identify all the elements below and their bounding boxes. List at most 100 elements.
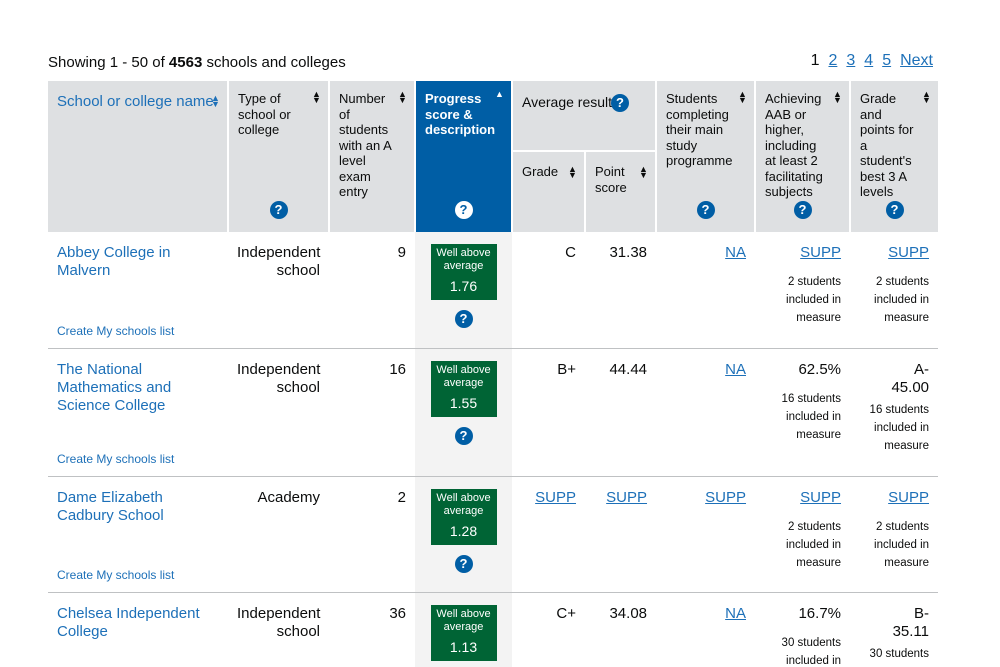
column-header-type-label: Type of school or college xyxy=(238,91,291,137)
column-header-type[interactable]: Type of school or college ▲ ▼? xyxy=(228,81,330,232)
progress-badge-value: 1.76 xyxy=(449,278,478,294)
progress-badge-label: Well above average xyxy=(436,491,491,517)
school-link[interactable]: Chelsea Independent College xyxy=(57,604,200,640)
school-link[interactable]: Dame Elizabeth Cadbury School xyxy=(57,488,164,524)
help-icon[interactable]: ? xyxy=(454,310,473,328)
sort-ascending-icon[interactable]: ▲ xyxy=(495,91,503,97)
best-note: 2 students included in measure xyxy=(859,273,929,327)
sort-icon[interactable]: ▲ ▼ xyxy=(833,91,842,103)
column-header-number-label: Number of students with an A level exam … xyxy=(339,91,392,199)
point-link[interactable]: SUPP xyxy=(606,488,648,506)
create-my-schools-list-link[interactable]: Create My schools list xyxy=(57,451,175,466)
summary-prefix: Showing 1 - 50 of xyxy=(48,54,169,71)
column-header-progress-label: Progress score & description xyxy=(425,91,496,137)
best-note: 16 students included in measure xyxy=(859,401,929,455)
column-header-point[interactable]: Point score ▲ ▼ xyxy=(585,150,658,232)
column-header-number[interactable]: Number of students with an A level exam … xyxy=(329,81,416,232)
aab-cell: SUPP 2 students included in measure xyxy=(755,476,851,593)
sort-icon[interactable]: ▲ ▼ xyxy=(312,91,320,103)
sort-icon[interactable]: ▲ ▼ xyxy=(922,91,931,103)
study-link[interactable]: NA xyxy=(725,360,747,378)
progress-badge: Well above average 1.28 xyxy=(430,488,497,545)
column-header-grade[interactable]: Grade ▲ ▼ xyxy=(512,150,586,232)
results-table: School or college name ▲ ▼ Type of school … xyxy=(48,81,939,667)
help-icon[interactable]: ? xyxy=(696,201,715,219)
progress-badge-value: 1.13 xyxy=(449,638,478,655)
study-link[interactable]: NA xyxy=(725,604,747,622)
progress-cell: Well above average 1.55? xyxy=(415,348,512,477)
study-link[interactable]: SUPP xyxy=(705,488,747,506)
aab-note: 2 students included in measure xyxy=(764,273,841,327)
study-cell: SUPP xyxy=(656,476,756,593)
school-name-cell: Chelsea Independent College xyxy=(48,592,228,667)
results-summary: Showing 1 - 50 of 4563 schools and colle… xyxy=(48,54,346,71)
point-score-cell: SUPP xyxy=(585,476,657,593)
header-row: School or college name ▲ ▼ Type of school … xyxy=(48,81,939,232)
sort-icon[interactable]: ▲ ▼ xyxy=(639,166,648,178)
sort-icon[interactable]: ▲ ▼ xyxy=(398,91,406,103)
school-link[interactable]: Abbey College in Malvern xyxy=(57,244,171,279)
aab-link[interactable]: SUPP xyxy=(800,244,842,261)
column-header-progress[interactable]: Progress score & description ▲? xyxy=(415,81,513,232)
study-link[interactable]: NA xyxy=(725,244,747,261)
best-note-line: measure xyxy=(884,439,930,452)
best-note-line: included in xyxy=(874,421,930,434)
aab-cell: 16.7% 30 students included in xyxy=(755,592,850,667)
create-my-schools-list-link[interactable]: Create My schools list xyxy=(57,323,175,338)
progress-badge: Well above average 1.13 xyxy=(430,604,497,661)
sort-icon[interactable]: ▲ ▼ xyxy=(211,95,219,107)
point-score-cell: 31.38 xyxy=(585,232,657,349)
grade-cell: B+ xyxy=(512,348,585,477)
page-link-2[interactable]: 2 xyxy=(828,52,838,69)
best-cell: B- 35.11 30 students xyxy=(850,592,938,667)
help-icon[interactable]: ? xyxy=(793,201,812,219)
aab-note: 2 students included in measure xyxy=(764,518,841,572)
aab-note: 16 students included in measure xyxy=(764,390,841,444)
help-icon[interactable]: ? xyxy=(885,201,904,219)
column-header-average-result: Average result? xyxy=(512,81,658,151)
page-link-4[interactable]: 4 xyxy=(864,52,874,69)
sort-icon[interactable]: ▲ ▼ xyxy=(568,166,576,178)
column-header-average-result-label: Average result xyxy=(522,94,613,110)
next-page-link[interactable]: Next xyxy=(900,52,933,69)
best-note-line: included in xyxy=(874,294,930,306)
aab-note-line: included in xyxy=(786,654,842,667)
page-current: 1 xyxy=(810,52,820,69)
help-icon[interactable]: ? xyxy=(269,201,288,219)
progress-cell: Well above average 1.28? xyxy=(415,476,512,593)
best-note: 30 students xyxy=(859,645,929,663)
help-icon[interactable]: ? xyxy=(611,94,630,112)
column-header-aab[interactable]: Achieving AAB or higher, including at le… xyxy=(755,81,852,232)
best-note-line: 2 students xyxy=(875,276,930,288)
best-link[interactable]: SUPP xyxy=(888,488,930,506)
column-header-study[interactable]: Students completing their main study pro… xyxy=(656,81,757,232)
grade-link[interactable]: SUPP xyxy=(535,488,576,506)
school-type-cell: Academy xyxy=(228,476,329,593)
page-link-5[interactable]: 5 xyxy=(882,52,892,69)
help-icon[interactable]: ? xyxy=(454,426,473,445)
column-header-best[interactable]: Grade and points for a student's best 3 … xyxy=(850,81,939,232)
school-link[interactable]: The National Mathematics and Science Col… xyxy=(57,360,172,414)
progress-badge: Well above average 1.55 xyxy=(430,360,497,417)
create-my-schools-list-link[interactable]: Create My schools list xyxy=(57,567,175,582)
best-points: 35.11 xyxy=(892,622,930,640)
best-note-line: measure xyxy=(884,312,930,324)
best-link[interactable]: SUPP xyxy=(888,244,930,261)
aab-cell: 62.5% 16 students included in measure xyxy=(755,348,851,477)
best-note-line: 2 students xyxy=(875,520,930,533)
progress-badge-value: 1.28 xyxy=(449,522,478,539)
school-type-cell: Independent school xyxy=(237,604,321,640)
school-type-cell: Independent school xyxy=(228,232,329,349)
aab-value: 16.7% xyxy=(798,604,842,622)
best-points: 45.00 xyxy=(891,378,930,396)
aab-link[interactable]: SUPP xyxy=(800,488,842,506)
help-icon[interactable]: ? xyxy=(454,554,473,573)
page-link-3[interactable]: 3 xyxy=(846,52,856,69)
sort-icon[interactable]: ▲ ▼ xyxy=(738,91,747,103)
table-row: Abbey College in Malvern Create My school… xyxy=(48,232,939,349)
best-cell: A- 45.00 16 students included in measure xyxy=(850,348,939,477)
help-icon[interactable]: ? xyxy=(454,201,473,219)
aab-note-line: 30 students xyxy=(781,636,842,649)
aab-note-line: measure xyxy=(796,312,842,324)
column-header-name[interactable]: School or college name ▲ ▼ xyxy=(48,81,229,232)
